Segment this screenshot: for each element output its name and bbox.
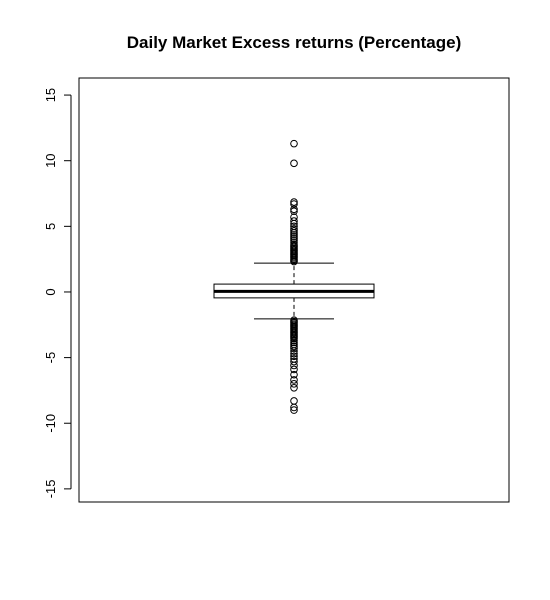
outlier-point — [290, 238, 298, 247]
plot-frame — [78, 77, 510, 503]
outlier-point — [290, 205, 298, 214]
outlier-point — [290, 370, 298, 379]
y-tick-label: -15 — [43, 479, 58, 498]
outlier-group — [290, 139, 298, 414]
outlier-point — [290, 235, 298, 243]
outlier-point — [290, 344, 298, 353]
outlier-point — [290, 342, 298, 351]
outlier-point — [290, 403, 298, 412]
outlier-point — [290, 200, 298, 208]
y-tick-label: 10 — [43, 153, 58, 167]
outlier-point — [290, 336, 298, 345]
outlier-point — [290, 376, 298, 384]
y-tick-label: 0 — [43, 288, 58, 295]
outlier-point — [290, 338, 298, 347]
y-tick-label: -5 — [43, 352, 58, 364]
outlier-point — [290, 225, 298, 233]
outlier-point — [290, 139, 298, 148]
outlier-point — [290, 217, 298, 225]
outlier-point — [290, 198, 298, 206]
y-tick-label: 15 — [43, 88, 58, 102]
chart-title: Daily Market Excess returns (Percentage) — [127, 33, 462, 52]
box-group — [213, 262, 375, 320]
y-tick-label: 5 — [43, 223, 58, 230]
outlier-point — [290, 231, 298, 239]
outlier-point — [290, 159, 298, 168]
y-tick-label: -10 — [43, 414, 58, 433]
outlier-point — [290, 349, 298, 358]
outlier-point — [290, 207, 298, 216]
outlier-point — [290, 357, 298, 366]
outlier-point — [290, 365, 298, 374]
outlier-point — [290, 383, 298, 392]
outlier-point — [290, 380, 298, 388]
outlier-point — [290, 257, 298, 266]
outlier-point — [290, 406, 298, 414]
outlier-point — [290, 347, 298, 355]
outlier-point — [290, 229, 298, 237]
outlier-point — [290, 397, 298, 405]
outlier-point — [290, 361, 298, 370]
outlier-point — [290, 219, 298, 228]
outlier-point — [290, 334, 298, 343]
outlier-point — [290, 233, 298, 241]
outlier-point — [290, 227, 298, 235]
y-axis: 15 10 5 0 -5 -10 -15 — [43, 88, 72, 498]
outlier-point — [290, 352, 298, 361]
